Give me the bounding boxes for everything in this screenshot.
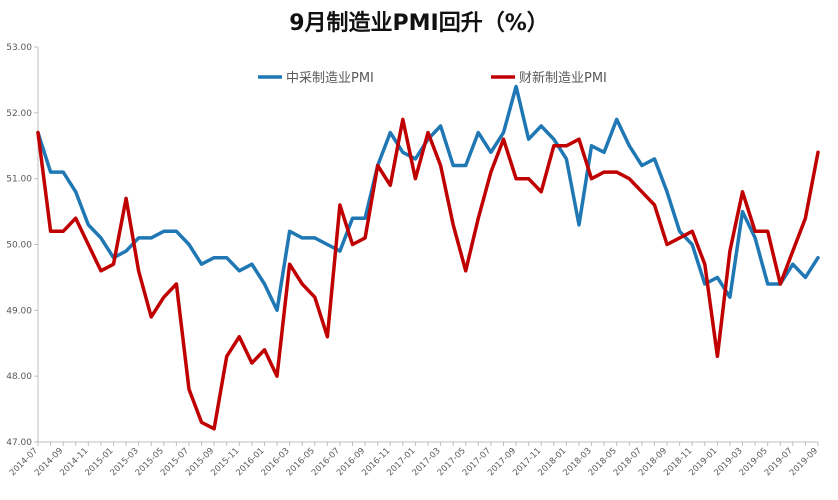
series-line-1 bbox=[36, 117, 820, 431]
y-tick-label: 51.00 bbox=[6, 175, 32, 185]
y-tick-label: 52.00 bbox=[6, 109, 32, 119]
y-tick-label: 49.00 bbox=[6, 306, 32, 316]
y-tick-label: 50.00 bbox=[6, 241, 32, 251]
legend-label-series-1: 财新制造业PMI bbox=[519, 70, 607, 86]
y-tick-label: 47.00 bbox=[6, 438, 32, 448]
y-tick-label: 53.00 bbox=[6, 43, 32, 53]
x-tick-label: 2019-09 bbox=[788, 446, 820, 478]
chart-series-lines bbox=[36, 84, 820, 431]
legend-label-series-0: 中采制造业PMI bbox=[286, 71, 374, 86]
chart-legend: 中采制造业PMI 财新制造业PMI bbox=[258, 70, 607, 86]
y-tick-label: 48.00 bbox=[6, 372, 32, 382]
series-line-0 bbox=[36, 84, 820, 313]
chart-title: 9月制造业PMI回升（%） bbox=[289, 11, 549, 36]
